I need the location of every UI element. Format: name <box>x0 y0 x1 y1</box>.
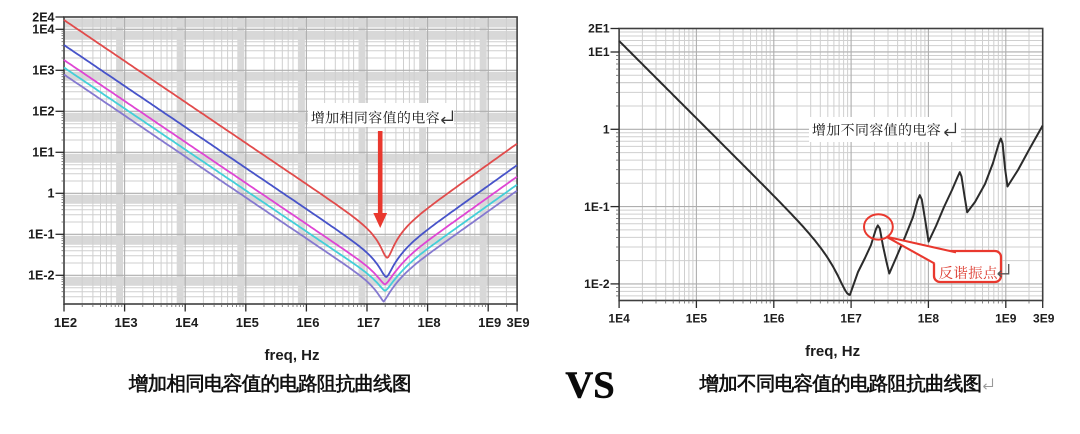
svg-text:1E7: 1E7 <box>840 312 862 326</box>
svg-text:1E-1: 1E-1 <box>584 200 610 214</box>
svg-text:1E6: 1E6 <box>763 312 785 326</box>
svg-text:1E5: 1E5 <box>686 312 708 326</box>
svg-text:1: 1 <box>603 123 610 137</box>
svg-text:1E4: 1E4 <box>608 312 630 326</box>
svg-text:1E9: 1E9 <box>478 315 501 330</box>
svg-text:1E8: 1E8 <box>418 315 441 330</box>
svg-text:1E-2: 1E-2 <box>584 277 610 291</box>
svg-text:VS: VS <box>565 365 614 407</box>
svg-text:1E6: 1E6 <box>296 315 319 330</box>
svg-text:1E8: 1E8 <box>918 312 940 326</box>
svg-text:1E2: 1E2 <box>32 105 54 119</box>
svg-text:1: 1 <box>48 187 55 201</box>
svg-text:1E4: 1E4 <box>32 23 54 37</box>
svg-text:2E4: 2E4 <box>32 10 54 24</box>
svg-text:1E4: 1E4 <box>175 315 199 330</box>
svg-text:1E7: 1E7 <box>357 315 380 330</box>
svg-text:3E9: 3E9 <box>507 315 530 330</box>
svg-text:freq, Hz: freq, Hz <box>805 343 860 360</box>
svg-text:1E-1: 1E-1 <box>28 228 54 242</box>
svg-text:2E1: 2E1 <box>588 22 610 36</box>
svg-text:1E1: 1E1 <box>32 146 54 160</box>
svg-text:1E-2: 1E-2 <box>28 269 54 283</box>
svg-text:freq, Hz: freq, Hz <box>264 347 319 364</box>
svg-text:1E2: 1E2 <box>54 315 77 330</box>
svg-text:1E3: 1E3 <box>115 315 138 330</box>
svg-text:1E3: 1E3 <box>32 64 54 78</box>
svg-text:1E5: 1E5 <box>236 315 259 330</box>
svg-text:1E9: 1E9 <box>995 312 1017 326</box>
svg-text:3E9: 3E9 <box>1033 312 1055 326</box>
svg-text:1E1: 1E1 <box>588 45 610 59</box>
